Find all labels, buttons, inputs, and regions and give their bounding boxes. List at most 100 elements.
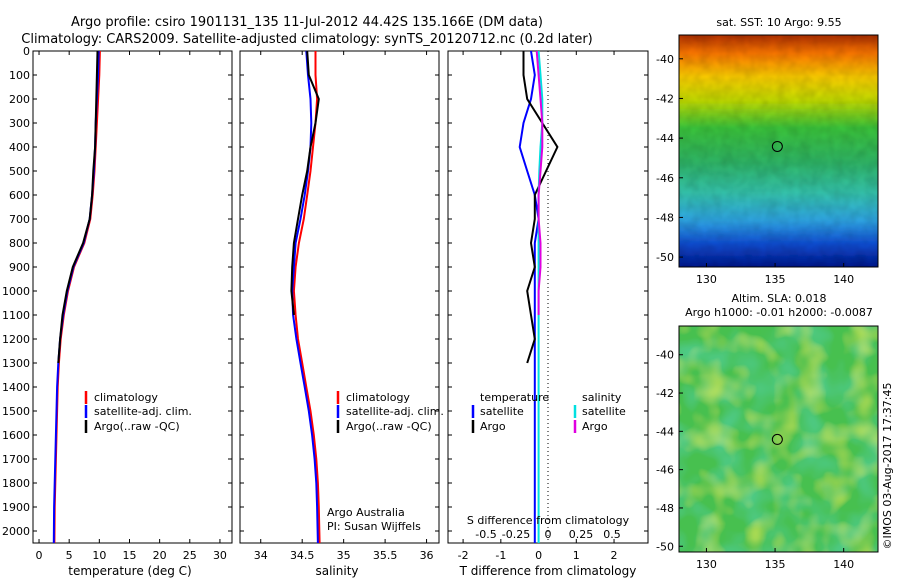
- x-tick-label: 20: [153, 549, 167, 562]
- difference-series: [518, 50, 559, 543]
- series-line: [291, 50, 319, 544]
- x-tick-label: 2: [611, 549, 618, 562]
- temperature-panel: 0100200300400500600700800900100011001200…: [2, 45, 648, 578]
- salinity-legend: climatology satellite-adj. clim. Argo(..…: [336, 391, 444, 433]
- depth-tick-label: 700: [9, 213, 30, 226]
- depth-tick-label: 1100: [2, 309, 30, 322]
- map-x-tick-label: 135: [765, 558, 786, 571]
- map-x-tick-label: 130: [696, 273, 717, 286]
- series-line: [53, 50, 101, 544]
- depth-tick-label: 100: [9, 69, 30, 82]
- map-y-tick-label: -44: [656, 132, 674, 145]
- series-line: [518, 50, 540, 543]
- depth-tick-label: 900: [9, 261, 30, 274]
- sst-map-title: sat. SST: 10 Argo: 9.55: [716, 16, 841, 29]
- legend-temp-satellite: satellite: [480, 405, 524, 418]
- s-tick-label: 0: [545, 528, 552, 541]
- x-tick-label: 30: [213, 549, 227, 562]
- s-difference-label: S difference from climatology: [467, 514, 630, 527]
- map-x-tick-label: 140: [833, 558, 854, 571]
- s-tick-label: -0.25: [502, 528, 530, 541]
- map-x-tick-label: 135: [765, 273, 786, 286]
- salinity-axis-label: salinity: [315, 564, 358, 578]
- legend-climatology: climatology: [94, 391, 158, 404]
- map-y-tick-label: -42: [656, 387, 674, 400]
- temperature-x-ticks: 0 5 10 15 20 25 30: [36, 51, 227, 562]
- salinity-plot-frame: [239, 50, 440, 544]
- depth-tick-label: 300: [9, 117, 30, 130]
- depth-tick-label: 1900: [2, 501, 30, 514]
- legend-temp-argo: Argo: [480, 420, 506, 433]
- map-y-tick-label: -50: [656, 251, 674, 264]
- sla-map-panel: Altim. SLA: 0.018 Argo h1000: -0.01 h200…: [656, 292, 879, 571]
- figure-title-line2: Climatology: CARS2009. Satellite-adjuste…: [21, 32, 593, 47]
- salinity-diff-legend: salinity satellite Argo: [573, 391, 626, 433]
- map-y-tick-label: -50: [656, 540, 674, 553]
- map-y-tick-label: -48: [656, 211, 674, 224]
- temperature-series: [52, 50, 101, 544]
- depth-tick-label: 1400: [2, 381, 30, 394]
- x-tick-label: 36: [420, 549, 434, 562]
- sla-map-title: Altim. SLA: 0.018: [731, 292, 826, 305]
- temperature-axis-label: temperature (deg C): [68, 564, 191, 578]
- legend-argo: Argo(..raw -QC): [346, 420, 432, 433]
- x-tick-label: 1: [573, 549, 580, 562]
- x-tick-label: -1: [495, 549, 506, 562]
- legend-satellite: satellite-adj. clim.: [94, 405, 192, 418]
- map-y-tick-label: -46: [656, 464, 674, 477]
- legend-argo: Argo(..raw -QC): [94, 420, 180, 433]
- sla-map-ticks: 130 135 140 -40 -42 -44 -46 -48 -50: [656, 349, 854, 571]
- imos-timestamp: ©IMOS 03-Aug-2017 17:37:45: [881, 383, 894, 550]
- series-line: [57, 50, 99, 364]
- depth-tick-label: 500: [9, 165, 30, 178]
- credit-org: Argo Australia: [327, 506, 405, 519]
- depth-tick-label: 1500: [2, 405, 30, 418]
- s-tick-label: 0.25: [569, 528, 594, 541]
- temperature-legend: climatology satellite-adj. clim. Argo(..…: [84, 391, 192, 433]
- legend-temperature-header: temperature: [480, 391, 549, 404]
- x-tick-label: 34: [254, 549, 268, 562]
- sla-argo-position-marker: [771, 433, 783, 445]
- figure-title-line1: Argo profile: csiro 1901131_135 11-Jul-2…: [71, 15, 543, 30]
- salinity-series: [290, 50, 321, 544]
- sst-map-ticks: 130 135 140 -40 -42 -44 -46 -48 -50: [656, 53, 854, 286]
- sst-map-panel: sat. SST: 10 Argo: 9.55 130 135 140 -40 -42 -…: [656, 16, 879, 286]
- depth-tick-label: 200: [9, 93, 30, 106]
- sst-map-frame: [678, 34, 879, 268]
- series-line: [522, 51, 559, 364]
- series-line: [290, 50, 320, 316]
- sla-heatmap: [679, 326, 878, 552]
- legend-sal-argo: Argo: [582, 420, 608, 433]
- sla-map-subtitle: Argo h1000: -0.01 h2000: -0.0087: [685, 306, 873, 319]
- sla-map-frame: [678, 325, 879, 553]
- depth-tick-label: 1800: [2, 477, 30, 490]
- x-tick-label: 15: [122, 549, 136, 562]
- x-tick-label: 34.5: [290, 549, 315, 562]
- salinity-panel: 34 34.5 35 35.5 36 salinity climatology sate…: [239, 50, 444, 578]
- depth-tick-label: 400: [9, 141, 30, 154]
- depth-tick-label: 1000: [2, 285, 30, 298]
- x-tick-label: 0: [535, 549, 542, 562]
- s-tick-label: -0.5: [475, 528, 496, 541]
- depth-tick-label: 1600: [2, 429, 30, 442]
- map-y-tick-label: -40: [656, 53, 674, 66]
- t-difference-axis-label: T difference from climatology: [459, 564, 637, 578]
- x-tick-label: 0: [36, 549, 43, 562]
- x-tick-label: 35: [337, 549, 351, 562]
- map-y-tick-label: -42: [656, 92, 674, 105]
- temperature-diff-legend: temperature satellite Argo: [471, 391, 549, 433]
- depth-tick-label: 0: [23, 45, 30, 58]
- x-tick-label: -2: [458, 549, 469, 562]
- series-line: [535, 50, 544, 315]
- map-y-tick-label: -44: [656, 425, 674, 438]
- credit-pi: PI: Susan Wijffels: [327, 520, 421, 533]
- map-y-tick-label: -48: [656, 502, 674, 515]
- map-y-tick-label: -46: [656, 172, 674, 185]
- map-x-tick-label: 140: [833, 273, 854, 286]
- x-tick-label: 10: [92, 549, 106, 562]
- depth-tick-label: 1300: [2, 357, 30, 370]
- legend-salinity-header: salinity: [582, 391, 622, 404]
- legend-sal-satellite: satellite: [582, 405, 626, 418]
- s-tick-label: 0.5: [603, 528, 621, 541]
